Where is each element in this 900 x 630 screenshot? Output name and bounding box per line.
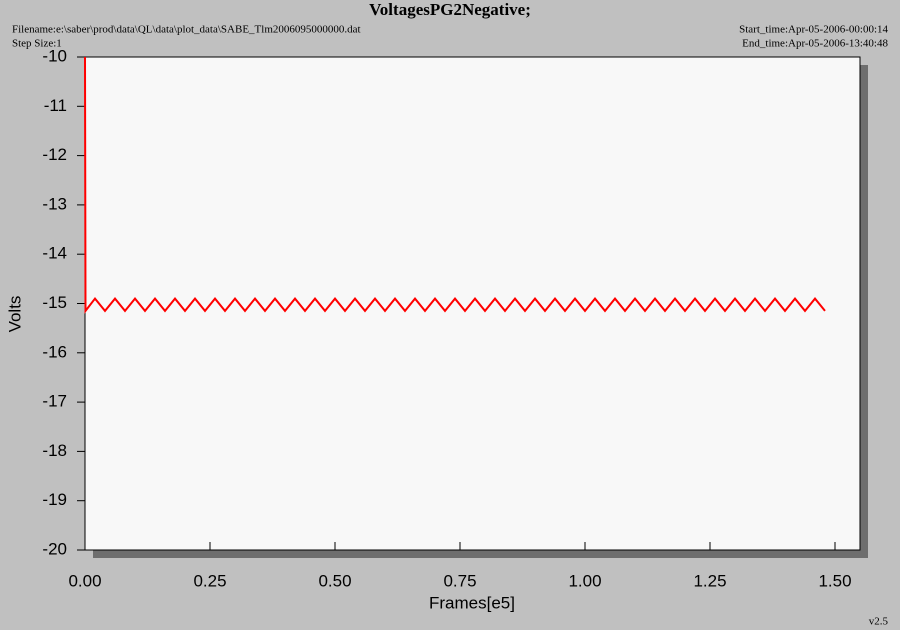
end-time: End_time:Apr-05-2006-13:40:48 — [742, 38, 888, 50]
y-tick-label: -14 — [42, 244, 67, 263]
x-tick-label: 1.50 — [818, 571, 851, 590]
y-axis-label: Volts — [5, 296, 24, 333]
x-tick-label: 1.25 — [693, 571, 726, 590]
x-tick-label: 1.00 — [568, 571, 601, 590]
x-axis-label: Frames[e5] — [429, 593, 515, 612]
y-tick-label: -19 — [42, 490, 67, 509]
x-tick-label: 0.00 — [68, 571, 101, 590]
y-tick-label: -10 — [42, 46, 67, 65]
y-tick-label: -16 — [42, 342, 67, 361]
data-line — [84, 56, 826, 314]
y-tick-label: -12 — [42, 145, 67, 164]
start-time: Start_time:Apr-05-2006-00:00:14 — [739, 24, 888, 36]
x-tick-label: 0.75 — [443, 571, 476, 590]
chart-title: VoltagesPG2Negative; — [369, 0, 531, 19]
x-tick-label: 0.50 — [318, 571, 351, 590]
step-size: Step Size:1 — [12, 38, 62, 50]
plot-area — [84, 56, 861, 551]
y-tick-label: -18 — [42, 441, 67, 460]
x-tick-label: 0.25 — [193, 571, 226, 590]
y-tick-label: -13 — [42, 194, 67, 213]
y-tick-label: -15 — [42, 293, 67, 312]
y-tick-label: -17 — [42, 392, 67, 411]
version: v2.5 — [869, 616, 889, 628]
filename: Filename:e:\saber\prod\data\QL\data\plot… — [12, 24, 361, 36]
y-tick-label: -20 — [42, 539, 67, 558]
y-tick-label: -11 — [44, 96, 67, 115]
